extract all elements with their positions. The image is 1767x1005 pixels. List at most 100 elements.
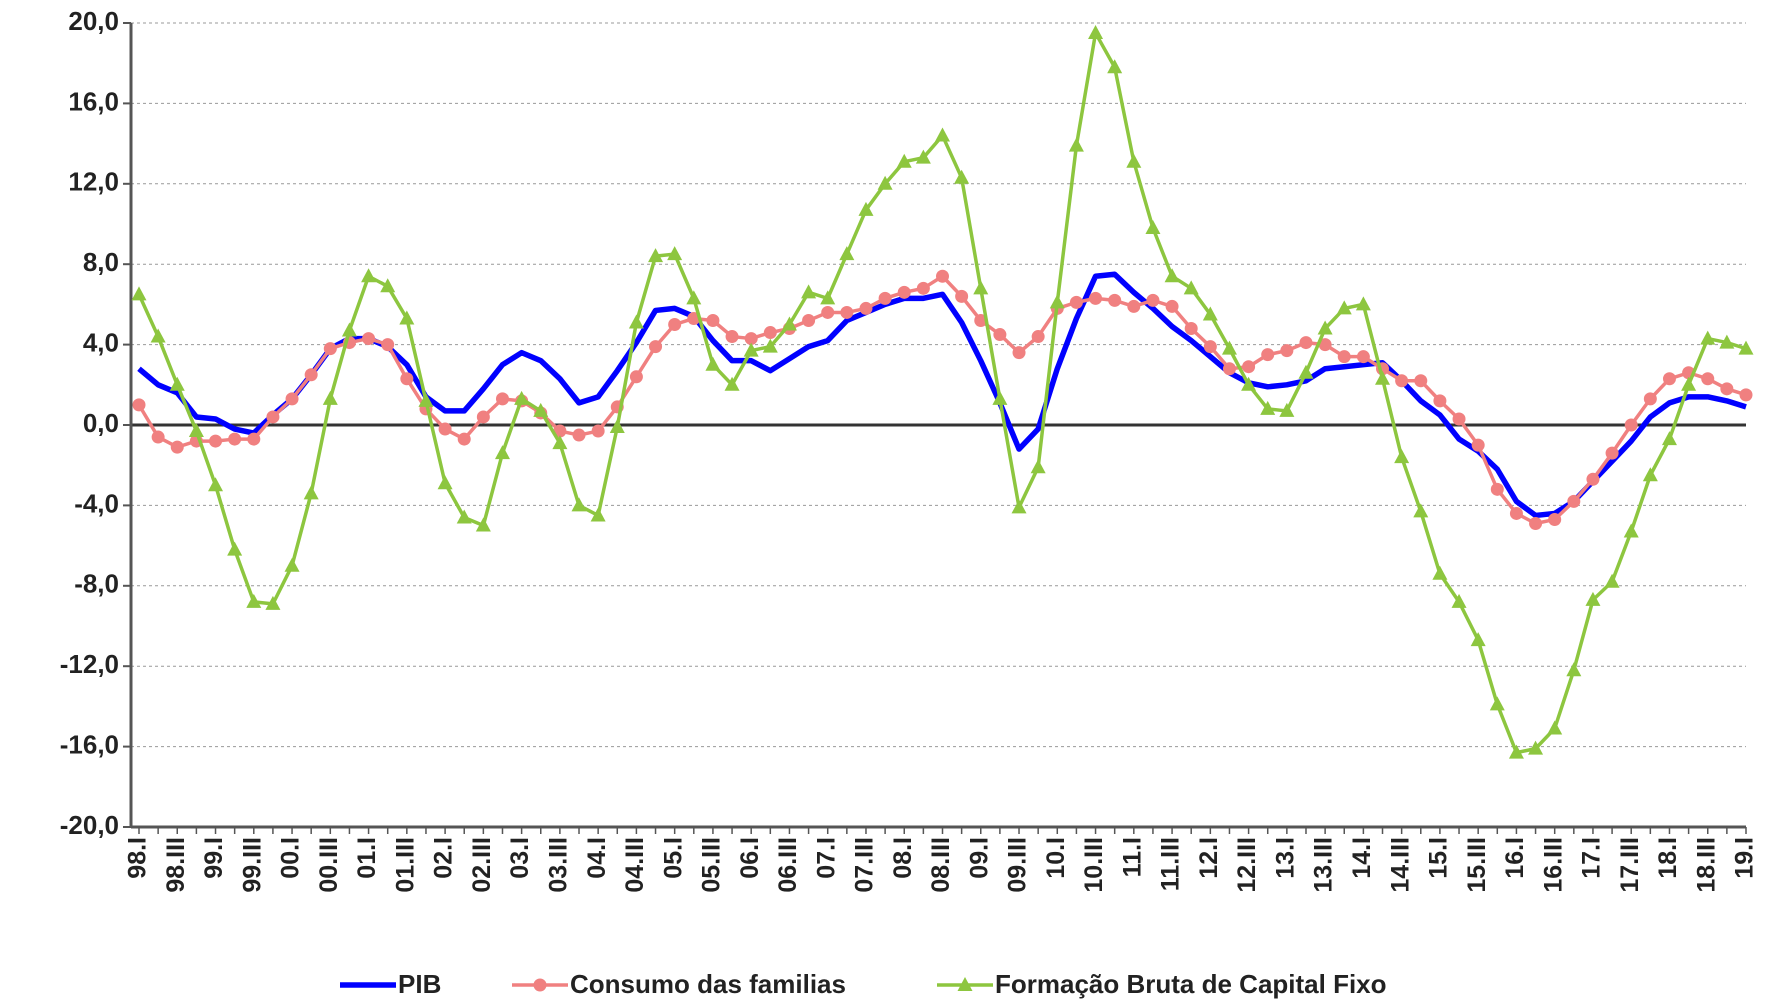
point xyxy=(1088,25,1104,40)
x-tick-label: 01.I xyxy=(353,837,381,879)
point xyxy=(151,430,165,444)
x-tick-label: 98.III xyxy=(162,837,190,893)
legend-item: Formação Bruta de Capital Fixo xyxy=(937,969,1387,999)
point xyxy=(1298,364,1314,379)
point xyxy=(743,342,759,357)
point xyxy=(896,153,912,168)
point xyxy=(648,248,664,263)
point xyxy=(1261,348,1275,362)
point xyxy=(303,485,319,500)
point xyxy=(954,169,970,184)
legend-label: Formação Bruta de Capital Fixo xyxy=(995,969,1387,999)
y-tick-label: -8,0 xyxy=(74,569,119,599)
point xyxy=(1413,503,1429,518)
point xyxy=(667,246,683,261)
x-tick-label: 09.I xyxy=(965,837,993,879)
point xyxy=(1222,362,1236,376)
point xyxy=(1720,382,1734,396)
point xyxy=(1433,394,1447,408)
point xyxy=(1355,296,1371,311)
point xyxy=(1700,330,1716,345)
x-tick-label: 06.I xyxy=(736,837,764,879)
x-tick-label: 12.III xyxy=(1233,837,1261,893)
point xyxy=(1470,632,1486,647)
point xyxy=(1394,449,1410,464)
point xyxy=(1127,299,1141,313)
y-tick-label: 12,0 xyxy=(68,167,119,197)
x-tick-label: 05.I xyxy=(659,837,687,879)
x-tick-label: 05.III xyxy=(698,837,726,893)
legend-marker xyxy=(533,978,547,992)
x-tick-label: 02.III xyxy=(468,837,496,893)
x-tick-label: 10.III xyxy=(1080,837,1108,893)
point xyxy=(1586,472,1600,486)
x-tick-label: 14.III xyxy=(1386,837,1414,893)
point xyxy=(1242,360,1256,374)
point xyxy=(1624,418,1638,432)
point xyxy=(438,422,452,436)
point xyxy=(1221,340,1237,355)
point xyxy=(955,289,969,303)
point xyxy=(1183,280,1199,295)
point xyxy=(1108,293,1122,307)
x-tick-label: 99.III xyxy=(238,837,266,893)
point xyxy=(668,318,682,331)
y-tick-label: 0,0 xyxy=(83,408,119,438)
x-tick-label: 13.I xyxy=(1271,837,1299,879)
point xyxy=(381,338,395,352)
point xyxy=(1356,350,1370,364)
point xyxy=(1318,338,1332,352)
x-tick-label: 03.I xyxy=(506,837,534,879)
point xyxy=(1012,346,1026,360)
point xyxy=(859,301,873,315)
legend-marker xyxy=(957,977,973,991)
point xyxy=(131,286,147,301)
point xyxy=(437,475,453,490)
point xyxy=(323,342,337,356)
x-tick-label: 17.III xyxy=(1616,837,1644,893)
point xyxy=(1414,374,1428,388)
point xyxy=(1317,320,1333,335)
y-tick-label: 8,0 xyxy=(83,247,119,277)
point xyxy=(1452,412,1466,426)
point xyxy=(1490,482,1504,496)
point xyxy=(1605,446,1619,460)
point xyxy=(284,557,300,572)
point xyxy=(1623,523,1639,538)
x-tick-label: 15.III xyxy=(1463,837,1491,893)
point xyxy=(936,269,949,283)
point xyxy=(935,127,950,142)
point xyxy=(380,278,396,293)
point xyxy=(1164,268,1180,283)
point xyxy=(494,445,510,460)
point xyxy=(361,268,377,283)
point xyxy=(1548,512,1562,526)
point xyxy=(609,419,625,434)
x-tick-label: 03.III xyxy=(544,837,572,893)
point xyxy=(572,428,586,442)
y-tick-label: -16,0 xyxy=(60,729,119,759)
x-tick-label: 15.I xyxy=(1425,837,1453,879)
point xyxy=(821,305,835,319)
point xyxy=(475,517,491,532)
point xyxy=(1738,340,1754,355)
x-tick-label: 04.III xyxy=(621,837,649,893)
legend-label: PIB xyxy=(398,969,441,999)
x-tick-label: 98.I xyxy=(124,837,152,879)
y-tick-label: -12,0 xyxy=(60,649,119,679)
point xyxy=(1567,494,1581,508)
x-tick-label: 11.III xyxy=(1157,837,1185,891)
y-tick-label: 4,0 xyxy=(83,327,119,357)
point xyxy=(418,392,434,407)
x-tick-label: 01.III xyxy=(391,837,419,893)
point xyxy=(1336,300,1352,315)
point xyxy=(839,246,855,261)
point xyxy=(973,280,989,295)
x-tick-label: 07.I xyxy=(812,837,840,879)
point xyxy=(266,410,280,424)
point xyxy=(304,368,318,382)
point xyxy=(1049,294,1065,309)
point xyxy=(1566,662,1582,677)
point xyxy=(916,281,930,295)
